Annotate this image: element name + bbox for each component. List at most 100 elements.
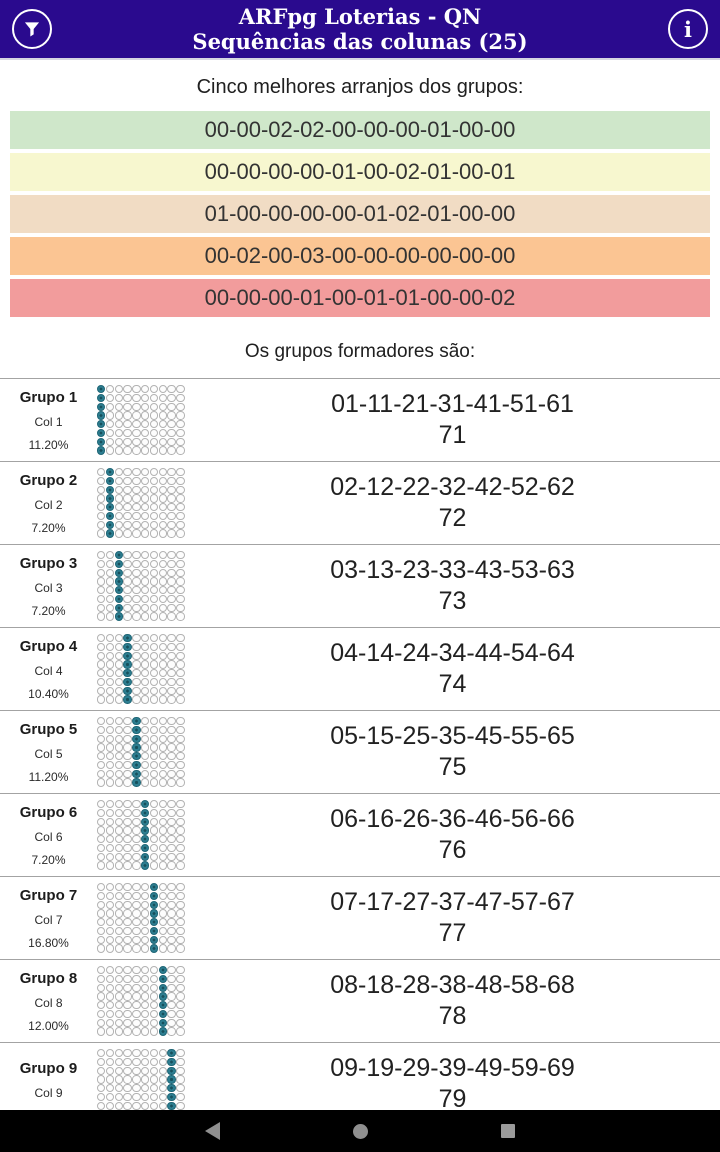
dot-empty <box>114 752 123 761</box>
arrangement-value: 00-00-02-02-00-00-00-01-00-00 <box>204 117 516 142</box>
dot-empty <box>132 577 141 586</box>
dot-empty <box>114 935 123 944</box>
dot-empty <box>167 891 176 901</box>
arrangement-row[interactable]: 01-00-00-00-00-01-02-01-00-00 <box>10 195 710 233</box>
dot-empty <box>132 503 141 512</box>
dot-empty <box>140 642 150 652</box>
group-col-label: Col 2 <box>34 497 63 512</box>
dot-empty <box>105 695 115 704</box>
group-row[interactable]: Grupo 5 Col 5 11.20% 05-15-25-35-45-55-6… <box>0 710 720 793</box>
home-icon[interactable] <box>353 1123 368 1139</box>
dot-filled <box>158 1009 167 1019</box>
filter-button[interactable] <box>12 9 52 49</box>
dot-empty <box>114 843 123 853</box>
arrangement-row[interactable]: 00-00-00-01-00-01-01-00-00-02 <box>10 279 710 317</box>
group-percent: 7.20% <box>31 852 66 867</box>
dot-empty <box>149 594 159 604</box>
dot-empty <box>123 926 132 936</box>
group-row[interactable]: Grupo 4 Col 4 10.40% 04-14-24-34-44-54-6… <box>0 627 720 710</box>
dot-empty <box>140 634 150 643</box>
dot-empty <box>167 1009 176 1019</box>
recents-icon[interactable] <box>501 1124 515 1138</box>
dot-empty <box>123 900 132 909</box>
arrangement-row[interactable]: 00-00-00-00-01-00-02-01-00-01 <box>10 153 710 191</box>
dot-empty <box>123 778 132 787</box>
dot-empty <box>149 568 159 577</box>
arrangement-value: 00-02-00-03-00-00-00-00-00-00 <box>204 243 516 268</box>
dot-empty <box>149 843 159 853</box>
dot-empty <box>132 944 141 953</box>
dot-empty <box>167 909 176 918</box>
dot-empty <box>167 883 176 892</box>
group-row[interactable]: Grupo 2 Col 2 7.20% 02-12-22-32-42-52-62… <box>0 461 720 544</box>
group-percent: 7.20% <box>31 520 66 535</box>
dot-empty <box>105 743 115 752</box>
dot-empty <box>132 695 141 704</box>
group-info: Grupo 5 Col 5 11.20% <box>0 721 97 784</box>
dot-empty <box>158 743 167 752</box>
dot-empty <box>158 835 167 844</box>
dot-empty <box>140 695 150 704</box>
group-seq-line1: 03-13-23-33-43-53-63 <box>330 556 575 584</box>
app-bar: ARFpg Loterias - QN Sequências das colun… <box>0 0 720 60</box>
dot-empty <box>105 612 115 621</box>
dot-empty <box>149 393 159 403</box>
group-row[interactable]: Grupo 1 Col 1 11.20% 01-11-21-31-41-51-6… <box>0 378 720 461</box>
dot-filled <box>149 883 159 892</box>
dot-empty <box>105 817 115 826</box>
dot-empty <box>97 891 106 901</box>
dot-empty <box>140 437 150 446</box>
dot-empty <box>176 909 185 918</box>
dot-empty <box>123 1049 132 1058</box>
dot-empty <box>114 743 123 752</box>
dot-filled <box>140 800 150 809</box>
dot-grid <box>97 800 185 870</box>
dot-empty <box>123 752 132 761</box>
dot-empty <box>167 743 176 752</box>
dot-empty <box>114 909 123 918</box>
group-seq-line2: 77 <box>438 919 467 947</box>
dot-empty <box>114 900 123 909</box>
dot-empty <box>97 944 106 953</box>
arrangement-row[interactable]: 00-00-02-02-00-00-00-01-00-00 <box>10 111 710 149</box>
group-row[interactable]: Grupo 6 Col 6 7.20% 06-16-26-36-46-56-66… <box>0 793 720 876</box>
dot-empty <box>132 568 141 577</box>
dot-empty <box>158 808 167 818</box>
dot-empty <box>123 1084 132 1093</box>
group-col-label: Col 4 <box>34 663 63 678</box>
dot-empty <box>114 1009 123 1019</box>
group-row[interactable]: Grupo 7 Col 7 16.80% 07-17-27-37-47-57-6… <box>0 876 720 959</box>
group-row[interactable]: Grupo 8 Col 8 12.00% 08-18-28-38-48-58-6… <box>0 959 720 1042</box>
dot-empty <box>97 935 106 944</box>
dot-empty <box>123 974 132 984</box>
dot-empty <box>97 926 106 936</box>
dot-empty <box>114 817 123 826</box>
dot-empty <box>158 385 167 394</box>
dot-filled <box>132 752 141 761</box>
back-icon[interactable] <box>205 1122 220 1140</box>
dot-empty <box>114 883 123 892</box>
dot-empty <box>114 808 123 818</box>
dot-empty <box>158 503 167 512</box>
dot-empty <box>105 992 115 1001</box>
dot-empty <box>97 677 106 687</box>
info-button[interactable]: i <box>668 9 708 49</box>
dot-empty <box>123 935 132 944</box>
arrangement-value: 01-00-00-00-00-01-02-01-00-00 <box>204 201 516 226</box>
group-row[interactable]: Grupo 3 Col 3 7.20% 03-13-23-33-43-53-63… <box>0 544 720 627</box>
dot-empty <box>114 918 123 927</box>
dot-filled <box>158 1001 167 1010</box>
arrangement-row[interactable]: 00-02-00-03-00-00-00-00-00-00 <box>10 237 710 275</box>
dot-empty <box>114 861 123 870</box>
dot-empty <box>149 992 159 1001</box>
dot-empty <box>176 686 185 695</box>
dot-empty <box>114 717 123 726</box>
dot-empty <box>123 476 132 486</box>
dot-empty <box>167 385 176 394</box>
dot-empty <box>149 1084 159 1093</box>
dot-empty <box>105 800 115 809</box>
dot-empty <box>176 717 185 726</box>
dot-empty <box>176 577 185 586</box>
dot-filled <box>140 852 150 861</box>
dot-empty <box>97 568 106 577</box>
